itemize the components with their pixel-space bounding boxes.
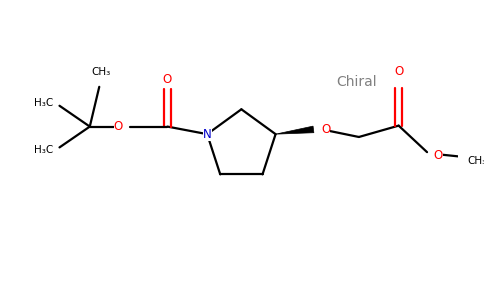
Text: O: O xyxy=(114,120,123,133)
Text: N: N xyxy=(203,128,212,141)
Text: CH₃: CH₃ xyxy=(91,68,111,77)
Text: O: O xyxy=(321,123,330,136)
Text: O: O xyxy=(163,73,172,86)
Text: H₃C: H₃C xyxy=(33,145,53,155)
Text: CH₃: CH₃ xyxy=(468,156,484,166)
Text: O: O xyxy=(394,65,403,78)
Text: H₃C: H₃C xyxy=(33,98,53,108)
Text: O: O xyxy=(434,149,443,162)
Polygon shape xyxy=(275,126,314,134)
Text: Chiral: Chiral xyxy=(336,75,377,89)
